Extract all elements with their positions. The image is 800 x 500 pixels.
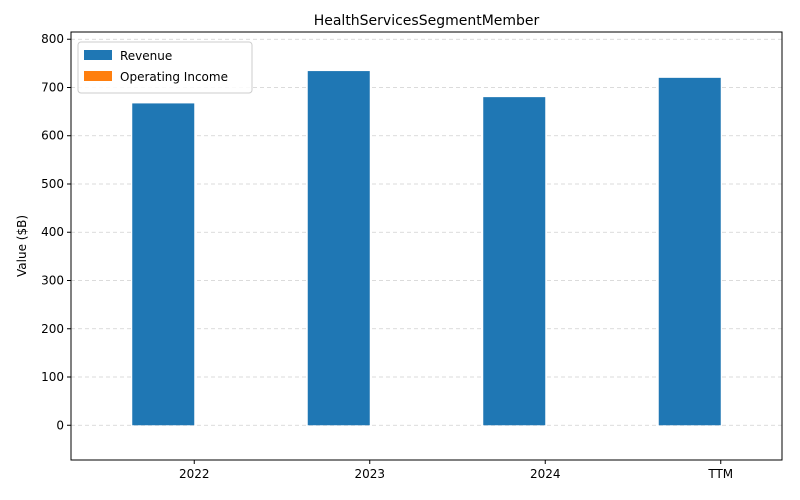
- y-tick-label: 700: [41, 80, 64, 94]
- plot-frame: [70, 31, 783, 461]
- x-tick-label: TTM: [707, 467, 733, 481]
- legend-label: Operating Income: [120, 70, 228, 84]
- y-tick-label: 0: [56, 418, 64, 432]
- legend-swatch: [84, 50, 112, 60]
- bar-revenue-2022: [132, 103, 195, 426]
- legend: Revenue Operating Income: [77, 41, 253, 94]
- legend-box: [77, 41, 253, 94]
- y-axis-ticks: 0 100 200 300 400 500 600 700 800: [41, 32, 71, 432]
- y-tick-label: 200: [41, 322, 64, 336]
- bars: [132, 71, 783, 426]
- y-axis-label: Value ($B): [15, 215, 29, 277]
- x-tick-label: 2023: [354, 467, 385, 481]
- y-tick-label: 800: [41, 32, 64, 46]
- x-tick-label: 2024: [530, 467, 561, 481]
- bar-revenue-2024: [483, 97, 546, 426]
- legend-swatch: [84, 71, 112, 81]
- y-tick-label: 300: [41, 274, 64, 288]
- y-tick-label: 400: [41, 225, 64, 239]
- legend-label: Revenue: [120, 49, 172, 63]
- x-axis-ticks: 2022 2023 2024 TTM: [179, 460, 733, 481]
- bar-revenue-TTM: [658, 77, 721, 426]
- y-tick-label: 100: [41, 370, 64, 384]
- chart-title: HealthServicesSegmentMember: [314, 13, 540, 29]
- x-tick-label: 2022: [179, 467, 210, 481]
- y-tick-label: 600: [41, 129, 64, 143]
- y-tick-label: 500: [41, 177, 64, 191]
- bar-revenue-2023: [307, 71, 370, 426]
